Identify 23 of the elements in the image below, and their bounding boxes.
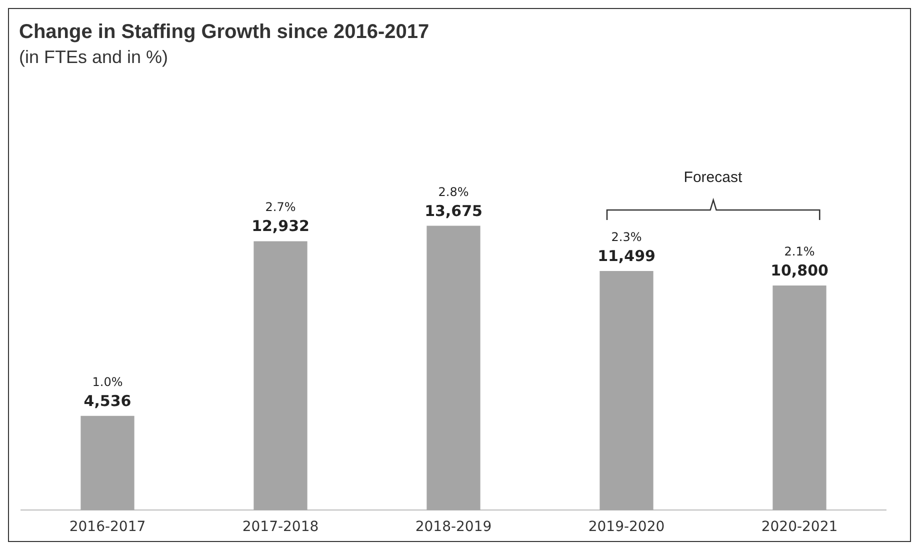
bar: [600, 271, 654, 510]
data-label: 4,536: [84, 392, 132, 410]
data-label: 10,800: [770, 262, 828, 280]
annotation: 2.3%: [611, 230, 642, 244]
annotation: 1.0%: [92, 374, 123, 389]
data-label: 11,499: [598, 247, 656, 266]
chart-subtitle: (in FTEs and in %): [19, 47, 168, 68]
chart-title: Change in Staffing Growth since 2016-2017: [19, 21, 430, 44]
annotation: 2.8%: [438, 184, 469, 199]
annotation: 2.7%: [265, 200, 296, 214]
x-tick-label: 2017-2018: [242, 519, 319, 536]
data-label: 12,932: [252, 217, 310, 236]
bar: [80, 416, 134, 510]
annotation: 2.1%: [784, 244, 815, 259]
x-tick-label: 2020-2021: [761, 519, 838, 536]
bar: [426, 226, 480, 510]
data-label: 13,675: [424, 202, 482, 220]
x-tick-label: 2019-2020: [588, 519, 665, 536]
bar: [254, 241, 308, 510]
x-tick-label: 2016-2017: [69, 519, 146, 536]
text: Forecast: [684, 169, 742, 186]
x-tick-label: 2018-2019: [415, 519, 492, 536]
bar: [772, 286, 826, 510]
